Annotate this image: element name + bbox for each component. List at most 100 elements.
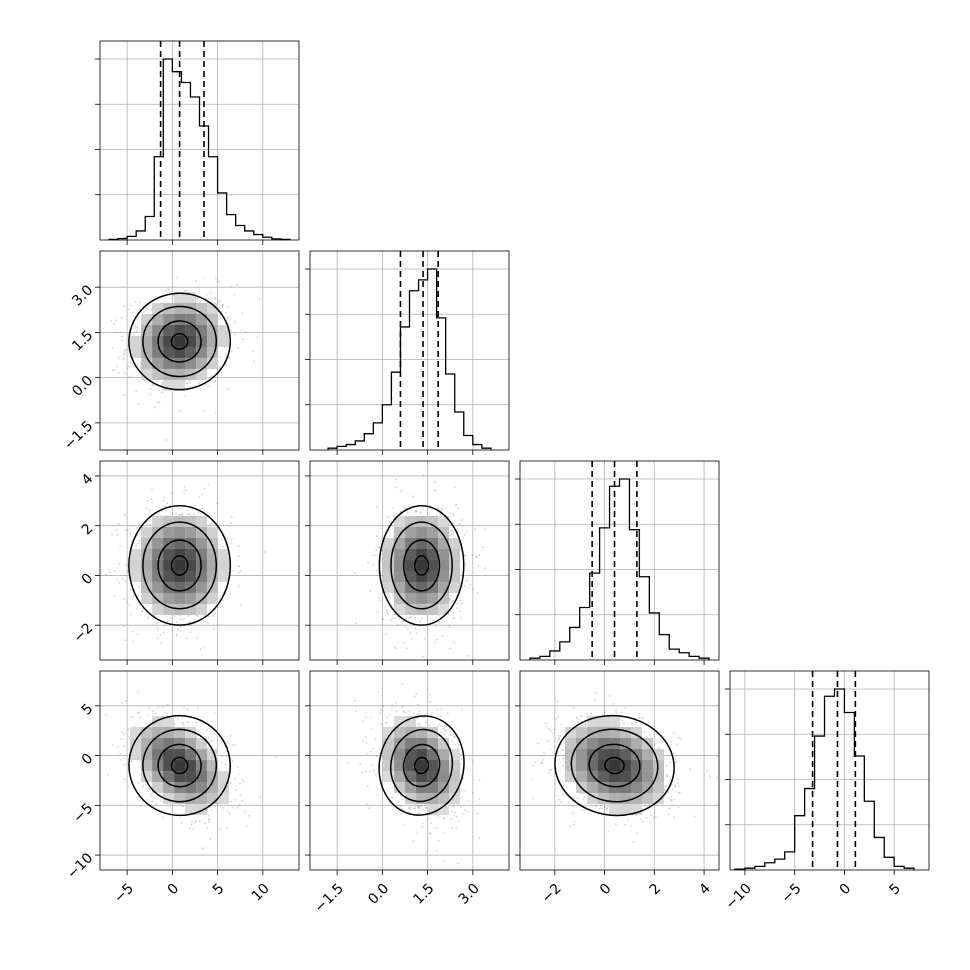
scatter-point — [173, 615, 176, 617]
scatter-point — [637, 717, 640, 719]
density-cell — [152, 581, 164, 593]
scatter-point — [385, 609, 388, 612]
scatter-point — [650, 821, 653, 824]
scatter-point — [442, 727, 445, 730]
scatter-point — [178, 507, 180, 510]
scatter-point — [385, 633, 388, 636]
scatter-point — [175, 277, 178, 279]
scatter-point — [201, 493, 204, 496]
density-cell — [394, 771, 406, 783]
density-cell — [174, 324, 186, 336]
density-cell — [152, 537, 164, 549]
scatter-point — [689, 768, 691, 770]
density-cell — [598, 738, 610, 750]
scatter-point — [461, 519, 463, 521]
density-cell — [163, 592, 175, 604]
scatter-point — [156, 401, 159, 404]
scatter-point — [130, 760, 133, 763]
density-cell — [427, 537, 439, 549]
scatter-point — [451, 826, 454, 829]
scatter-point — [146, 307, 149, 310]
density-cell — [405, 603, 417, 615]
density-cell — [174, 537, 186, 549]
scatter-point — [621, 720, 624, 722]
scatter-point — [450, 602, 453, 605]
scatter-point — [139, 799, 141, 802]
density-cell — [163, 738, 175, 750]
density-cell — [174, 291, 186, 303]
density-cell — [196, 581, 208, 593]
x-tick-label: 5 — [886, 881, 904, 899]
scatter-point — [165, 439, 168, 441]
scatter-point — [473, 778, 476, 781]
scatter-point — [381, 618, 384, 620]
density-cell — [383, 760, 395, 772]
scatter-point — [670, 798, 673, 801]
scatter-point — [206, 827, 209, 830]
scatter-point — [149, 788, 151, 791]
density-cell — [218, 559, 230, 571]
scatter-point — [577, 797, 580, 800]
density-cell — [565, 727, 577, 739]
scatter-point — [370, 728, 373, 730]
panel-3-2: −2 0 2 4 — [515, 670, 720, 906]
scatter-point — [138, 711, 141, 714]
scatter-point — [130, 524, 132, 527]
density-cell — [185, 793, 197, 805]
scatter-point — [414, 807, 417, 809]
scatter-point — [189, 631, 192, 633]
scatter-point — [377, 691, 380, 694]
scatter-point — [558, 738, 561, 741]
density-cell — [196, 570, 208, 582]
scatter-point — [449, 597, 452, 600]
scatter-point — [476, 812, 479, 815]
scatter-point — [131, 630, 134, 633]
density-cell — [438, 603, 450, 615]
y-tick-label: 1.5 — [69, 327, 96, 354]
scatter-point — [129, 588, 132, 591]
scatter-point — [612, 703, 615, 705]
scatter-point — [462, 812, 465, 815]
density-cell — [438, 771, 450, 783]
scatter-point — [121, 578, 124, 580]
density-cell — [427, 749, 439, 761]
scatter-point — [415, 510, 417, 512]
scatter-point — [469, 583, 472, 586]
scatter-point — [212, 628, 215, 630]
density-cell — [141, 537, 153, 549]
scatter-point — [636, 832, 639, 835]
scatter-point — [124, 778, 126, 781]
scatter-point — [115, 332, 118, 334]
density-cell — [394, 782, 406, 794]
scatter-point — [229, 592, 232, 595]
scatter-point — [400, 490, 402, 493]
scatter-point — [424, 721, 427, 724]
scatter-point — [530, 778, 533, 781]
scatter-point — [242, 780, 245, 783]
density-cell — [185, 782, 197, 794]
scatter-point — [123, 357, 125, 360]
scatter-point — [207, 818, 210, 821]
scatter-point — [451, 530, 454, 533]
scatter-point — [386, 717, 389, 719]
scatter-point — [674, 786, 677, 788]
scatter-point — [180, 722, 183, 725]
scatter-point — [456, 747, 459, 750]
scatter-point — [595, 692, 598, 695]
scatter-point — [585, 724, 587, 727]
scatter-point — [441, 725, 443, 728]
density-cell — [152, 592, 164, 604]
density-cell — [130, 727, 142, 739]
density-cell — [196, 804, 208, 816]
density-cell — [163, 548, 175, 560]
density-cell — [609, 771, 621, 783]
scatter-point — [677, 736, 680, 739]
scatter-point — [448, 624, 451, 626]
density-cell — [196, 738, 208, 750]
scatter-point — [145, 507, 148, 510]
x-tick-label: −1.5 — [312, 881, 347, 916]
scatter-point — [624, 706, 626, 709]
scatter-point — [378, 597, 380, 600]
scatter-point — [153, 406, 156, 409]
scatter-point — [175, 621, 178, 623]
